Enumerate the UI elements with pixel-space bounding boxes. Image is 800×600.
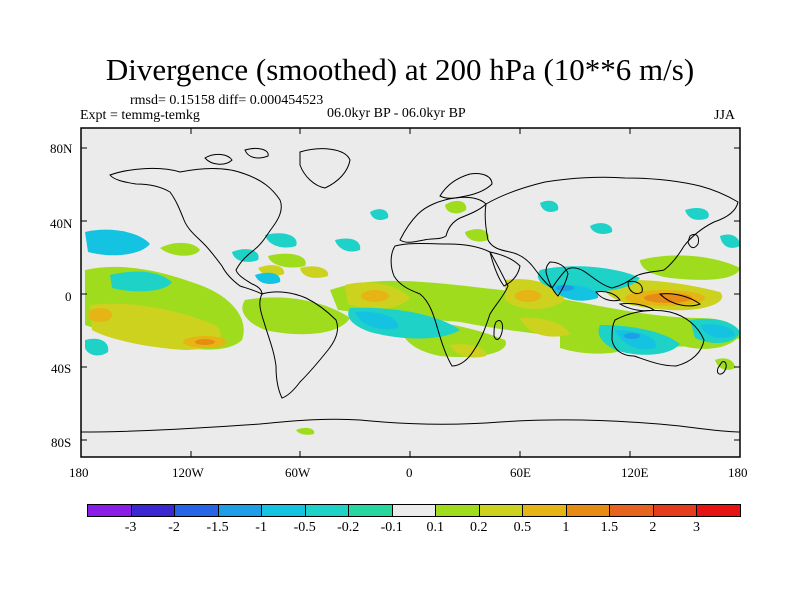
legend-swatch bbox=[261, 504, 306, 517]
lat-label-equator: 0 bbox=[65, 289, 72, 304]
legend-label: -0.1 bbox=[380, 520, 403, 535]
axis-ticks bbox=[80, 128, 741, 457]
lat-label-80n: 80N bbox=[50, 141, 73, 156]
legend-swatch bbox=[522, 504, 567, 517]
lon-label-0: 0 bbox=[406, 465, 413, 480]
lon-label-120w: 120W bbox=[172, 465, 204, 480]
legend-swatch bbox=[435, 504, 480, 517]
legend-swatch bbox=[565, 504, 611, 517]
coastlines bbox=[81, 147, 740, 433]
legend-swatch bbox=[652, 504, 698, 517]
legend-label: -2 bbox=[168, 520, 180, 535]
season-label: JJA bbox=[714, 108, 736, 123]
lat-label-80s: 80S bbox=[51, 435, 72, 450]
lat-label-40n: 40N bbox=[50, 216, 73, 231]
lon-label-180e: 180 bbox=[728, 465, 748, 480]
legend-label: 1.5 bbox=[600, 520, 619, 535]
lon-label-60w: 60W bbox=[285, 465, 311, 480]
legend-swatch bbox=[174, 504, 219, 517]
legend-swatch bbox=[478, 504, 524, 517]
map-title: Divergence (smoothed) at 200 hPa (10**6 … bbox=[105, 52, 695, 87]
legend-swatch bbox=[348, 504, 393, 517]
legend-label: -1.5 bbox=[206, 520, 229, 535]
legend-label: -0.5 bbox=[293, 520, 316, 535]
legend-label: 0.2 bbox=[470, 520, 488, 535]
legend-swatch bbox=[696, 504, 741, 517]
legend-label: -0.2 bbox=[337, 520, 360, 535]
lon-label-120e: 120E bbox=[621, 465, 649, 480]
legend-label: -3 bbox=[124, 520, 137, 535]
legend-swatch bbox=[130, 504, 176, 517]
legend-label: 0.5 bbox=[513, 520, 532, 535]
legend-label: 3 bbox=[692, 520, 700, 535]
legend-label: -1 bbox=[255, 520, 267, 535]
legend-label: 0.1 bbox=[426, 520, 445, 535]
period-label: 06.0kyr BP - 06.0kyr BP bbox=[327, 106, 466, 121]
legend-swatch bbox=[87, 504, 132, 517]
legend-swatch bbox=[304, 504, 350, 517]
legend-swatch bbox=[217, 504, 263, 517]
legend-label: 2 bbox=[649, 520, 657, 535]
lon-label-60e: 60E bbox=[510, 465, 531, 480]
lat-label-40s: 40S bbox=[51, 361, 72, 376]
legend-swatch bbox=[391, 504, 437, 517]
legend-label: 1 bbox=[562, 520, 570, 535]
legend-swatch bbox=[609, 504, 654, 517]
stats-text: rmsd= 0.15158 diff= 0.000454523 bbox=[130, 93, 324, 108]
experiment-label: Expt = temmg-temkg bbox=[80, 108, 200, 123]
lon-label-180w: 180 bbox=[69, 465, 89, 480]
